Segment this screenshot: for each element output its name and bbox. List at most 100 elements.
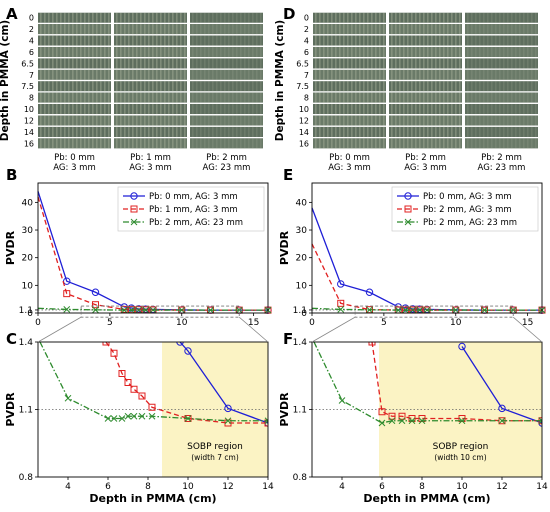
film-d-stripe: [327, 81, 329, 92]
chart-f: SOBP region(width 10 cm)4 6 8 10 12 140.81.11…: [278, 338, 548, 505]
film-a-stripe: [80, 115, 82, 126]
film-a-stripe: [196, 69, 198, 80]
film-a-stripe: [124, 69, 126, 80]
film-d-stripe: [391, 92, 393, 103]
film-a-stripe: [84, 103, 86, 115]
film-a-stripe: [176, 12, 178, 23]
film-d-stripe: [323, 103, 325, 115]
film-d-stripe: [351, 46, 353, 58]
film-d-film-label-line1: Pb: 0 mm: [329, 153, 370, 163]
film-d-stripe: [399, 103, 401, 115]
film-a-stripe: [56, 58, 58, 69]
film-d-stripe: [491, 81, 493, 92]
data-point-x: [128, 306, 135, 314]
film-d-stripe: [535, 12, 537, 23]
film-a-stripe: [60, 92, 62, 103]
film-d-stripe: [407, 69, 409, 80]
film-d-depth-label: 16: [299, 139, 309, 148]
film-d-stripe: [383, 81, 385, 92]
film-d-depth-label: 12: [299, 116, 309, 125]
film-a-stripe: [128, 69, 130, 80]
film-a-stripe: [84, 138, 86, 149]
film-a-stripe: [152, 103, 154, 115]
film-a-stripe: [124, 138, 126, 149]
film-d-stripe-group: [467, 81, 537, 92]
film-d-stripe: [383, 12, 385, 23]
film-a-stripe: [92, 126, 94, 137]
film-a-stripe: [240, 92, 242, 103]
film-d-stripe: [491, 46, 493, 58]
film-d-stripe: [523, 103, 525, 115]
film-a-stripe: [200, 81, 202, 92]
film-a-stripe: [100, 138, 102, 149]
film-a-depth-label: 7.5: [21, 82, 34, 91]
film-d-stripe: [359, 126, 361, 137]
chart-c-xtick-label: 10: [182, 482, 194, 492]
data-point-x: [366, 306, 373, 314]
film-d-stripe: [359, 115, 361, 126]
film-d-stripe: [443, 58, 445, 69]
chart-e-ytick-label: 20: [296, 254, 308, 264]
film-d-stripe: [487, 126, 489, 137]
film-a-stripe: [96, 81, 98, 92]
film-d-stripe: [495, 58, 497, 69]
film-a-stripe: [124, 81, 126, 92]
data-point-x: [388, 417, 396, 425]
film-d-stripe: [495, 115, 497, 126]
film-a-stripe: [176, 24, 178, 35]
film-d-stripe: [479, 126, 481, 137]
film-d-stripe: [323, 92, 325, 103]
film-a-stripe: [248, 81, 250, 92]
film-a-stripe: [168, 24, 170, 35]
film-d-stripe: [363, 24, 365, 35]
film-a-stripe: [124, 103, 126, 115]
film-d-stripe: [499, 69, 501, 80]
film-a-film-strip: [38, 46, 111, 58]
film-a-stripe: [100, 69, 102, 80]
film-d-stripe: [335, 138, 337, 149]
film-d-stripe: [347, 12, 349, 23]
film-a-stripe: [224, 103, 226, 115]
film-a-stripe: [92, 35, 94, 46]
film-d-stripe: [475, 126, 477, 137]
film-a-stripe-group: [192, 92, 262, 103]
film-d-stripe: [495, 81, 497, 92]
film-d-stripe: [395, 24, 397, 35]
film-d-stripe: [415, 92, 417, 103]
film-a-stripe: [256, 46, 258, 58]
film-d-stripe: [459, 12, 461, 23]
film-d-stripe: [415, 35, 417, 46]
data-point-square: [368, 342, 376, 346]
film-a-stripe: [64, 24, 66, 35]
film-d-stripe: [335, 92, 337, 103]
film-a-stripe: [152, 24, 154, 35]
film-a-stripe: [156, 24, 158, 35]
film-d-stripe: [455, 12, 457, 23]
film-a-stripe: [204, 92, 206, 103]
film-a-stripe: [248, 103, 250, 115]
film-a-stripe: [116, 58, 118, 69]
film-d-stripe: [439, 58, 441, 69]
film-a-stripe: [256, 81, 258, 92]
film-a-stripe: [52, 24, 54, 35]
chart-f-xtick-label: 6: [379, 482, 385, 492]
film-d-stripe: [419, 92, 421, 103]
film-d-stripe: [431, 69, 433, 80]
film-d-stripe: [315, 24, 317, 35]
film-a-stripe: [192, 35, 194, 46]
film-a-stripe: [240, 35, 242, 46]
film-d-stripe: [519, 58, 521, 69]
film-a-stripe: [200, 138, 202, 149]
film-a-stripe: [184, 35, 186, 46]
film-a-stripe: [176, 46, 178, 58]
film-d-stripe: [339, 126, 341, 137]
film-a-film-strip: [114, 69, 187, 80]
film-d-stripe: [447, 103, 449, 115]
data-point-x: [394, 306, 402, 314]
film-d-stripe: [367, 126, 369, 137]
film-a-stripe: [168, 69, 170, 80]
film-a-stripe: [72, 92, 74, 103]
film-a-stripe: [200, 58, 202, 69]
film-d-stripe: [315, 46, 317, 58]
film-a-depth-label: 2: [29, 25, 34, 34]
